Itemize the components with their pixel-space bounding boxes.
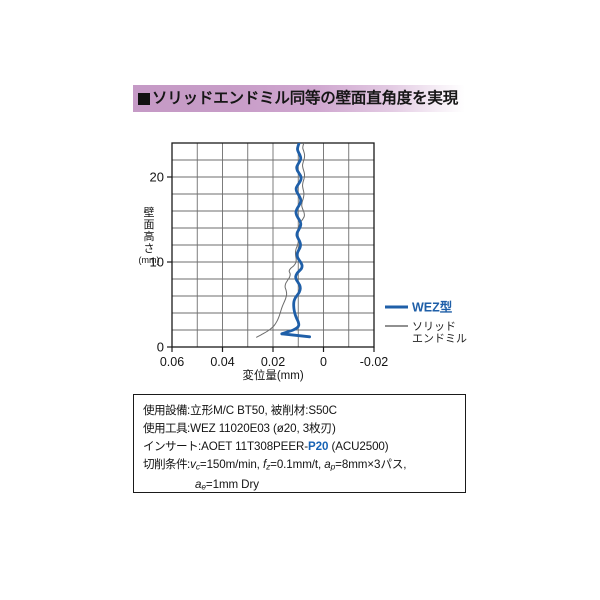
x-tick-label: -0.02 bbox=[360, 355, 389, 369]
spec-token: a bbox=[324, 458, 331, 471]
spec-row-insert: インサート:AOET 11T308PEER-P20 (ACU2500) bbox=[143, 438, 465, 456]
y-tick-label: 10 bbox=[150, 255, 164, 270]
spec-value-insert-pre: AOET 11T308PEER- bbox=[201, 440, 308, 453]
series-tail bbox=[280, 332, 312, 339]
series-line bbox=[280, 143, 304, 336]
spec-row-equipment: 使用設備:立形M/C BT50, 被削材:S50C bbox=[143, 402, 465, 420]
x-axis: 0.06 0.04 0.02 0 -0.02 bbox=[160, 347, 388, 369]
section-header-title: ソリッドエンドミル同等の壁面直角度を実現 bbox=[152, 89, 459, 107]
section-header-banner: ソリッドエンドミル同等の壁面直角度を実現 bbox=[133, 85, 465, 112]
spec-row-cutting-conditions: 切削条件:vc=150m/min, fz=0.1mm/t, ap=8mm×3パス… bbox=[143, 456, 465, 476]
y-axis: 0 10 20 bbox=[150, 170, 172, 355]
x-tick-label: 0.02 bbox=[261, 355, 285, 369]
spec-token: c bbox=[195, 461, 200, 472]
chart-svg: 0 10 20 0.06 0.04 0.02 0 -0.02 壁 面 高 さ (mm) 変位… bbox=[139, 142, 467, 382]
spec-sep-cutting: : bbox=[186, 458, 191, 471]
spec-label-equipment: 使用設備 bbox=[143, 404, 188, 417]
spec-row-tool: 使用工具:WEZ 11020E03 (ø20, 3枚刃) bbox=[143, 420, 465, 438]
spec-token: =0.1mm/t, bbox=[270, 458, 325, 471]
spec-token: p bbox=[330, 461, 336, 472]
y-axis-label: 壁 面 高 さ (mm) bbox=[139, 205, 160, 265]
spec-value-insert-post: (ACU2500) bbox=[328, 440, 389, 453]
spec-token: a bbox=[195, 477, 202, 491]
chart-gridlines bbox=[172, 143, 374, 347]
svg-text:(mm): (mm) bbox=[139, 255, 160, 265]
square-bullet-icon bbox=[138, 92, 150, 105]
spec-value-cutting-cont: ae=1mm Dry bbox=[195, 477, 259, 492]
spec-value-equipment: 立形M/C BT50, 被削材:S50C bbox=[190, 404, 337, 417]
spec-row-cutting-conditions-cont: ae=1mm Dry bbox=[143, 476, 465, 496]
legend-label-wez: WEZ型 bbox=[412, 300, 453, 315]
y-tick-label: 20 bbox=[150, 170, 164, 185]
svg-text:高: 高 bbox=[144, 229, 155, 243]
spec-value-cutting: vc=150m/min, fz=0.1mm/t, ap=8mm×3パス, bbox=[190, 458, 407, 472]
spec-token: =1mm Dry bbox=[205, 477, 259, 491]
spec-token: z bbox=[266, 461, 271, 472]
machining-conditions-box: 使用設備:立形M/C BT50, 被削材:S50C 使用工具:WEZ 11020… bbox=[133, 394, 466, 493]
spec-token: =8mm×3パス, bbox=[335, 458, 407, 471]
spec-value-tool: WEZ 11020E03 (ø20, 3枚刃) bbox=[190, 422, 336, 435]
svg-text:面: 面 bbox=[144, 219, 155, 231]
spec-token: v bbox=[190, 458, 196, 471]
spec-sep-equipment: : bbox=[186, 404, 191, 417]
wall-straightness-chart: 0 10 20 0.06 0.04 0.02 0 -0.02 壁 面 高 さ (mm) 変位… bbox=[120, 130, 500, 390]
y-tick-label: 0 bbox=[157, 340, 164, 355]
legend-label-solid-endmill-line1: ソリッド bbox=[412, 321, 456, 333]
spec-token: =150m/min, bbox=[199, 458, 263, 471]
x-axis-label: 変位量(mm) bbox=[242, 368, 303, 382]
chart-legend: WEZ型 ソリッド エンドミル bbox=[385, 300, 467, 345]
spec-token: e bbox=[201, 481, 206, 491]
legend-label-solid-endmill-line2: エンドミル bbox=[412, 333, 467, 345]
spec-token: f bbox=[262, 458, 267, 471]
spec-sep-insert: : bbox=[197, 440, 202, 453]
svg-text:さ: さ bbox=[144, 242, 155, 255]
chart-series-layer bbox=[256, 143, 312, 339]
spec-label-insert: インサート bbox=[143, 440, 199, 453]
x-tick-label: 0.06 bbox=[160, 355, 184, 369]
x-tick-label: 0 bbox=[320, 355, 327, 369]
x-tick-label: 0.04 bbox=[210, 355, 234, 369]
spec-value-insert-grade: P20 bbox=[307, 440, 329, 453]
spec-sep-tool: : bbox=[186, 422, 191, 435]
spec-label-cutting: 切削条件 bbox=[143, 458, 188, 471]
svg-text:壁: 壁 bbox=[144, 205, 155, 219]
spec-label-tool: 使用工具 bbox=[143, 422, 188, 435]
